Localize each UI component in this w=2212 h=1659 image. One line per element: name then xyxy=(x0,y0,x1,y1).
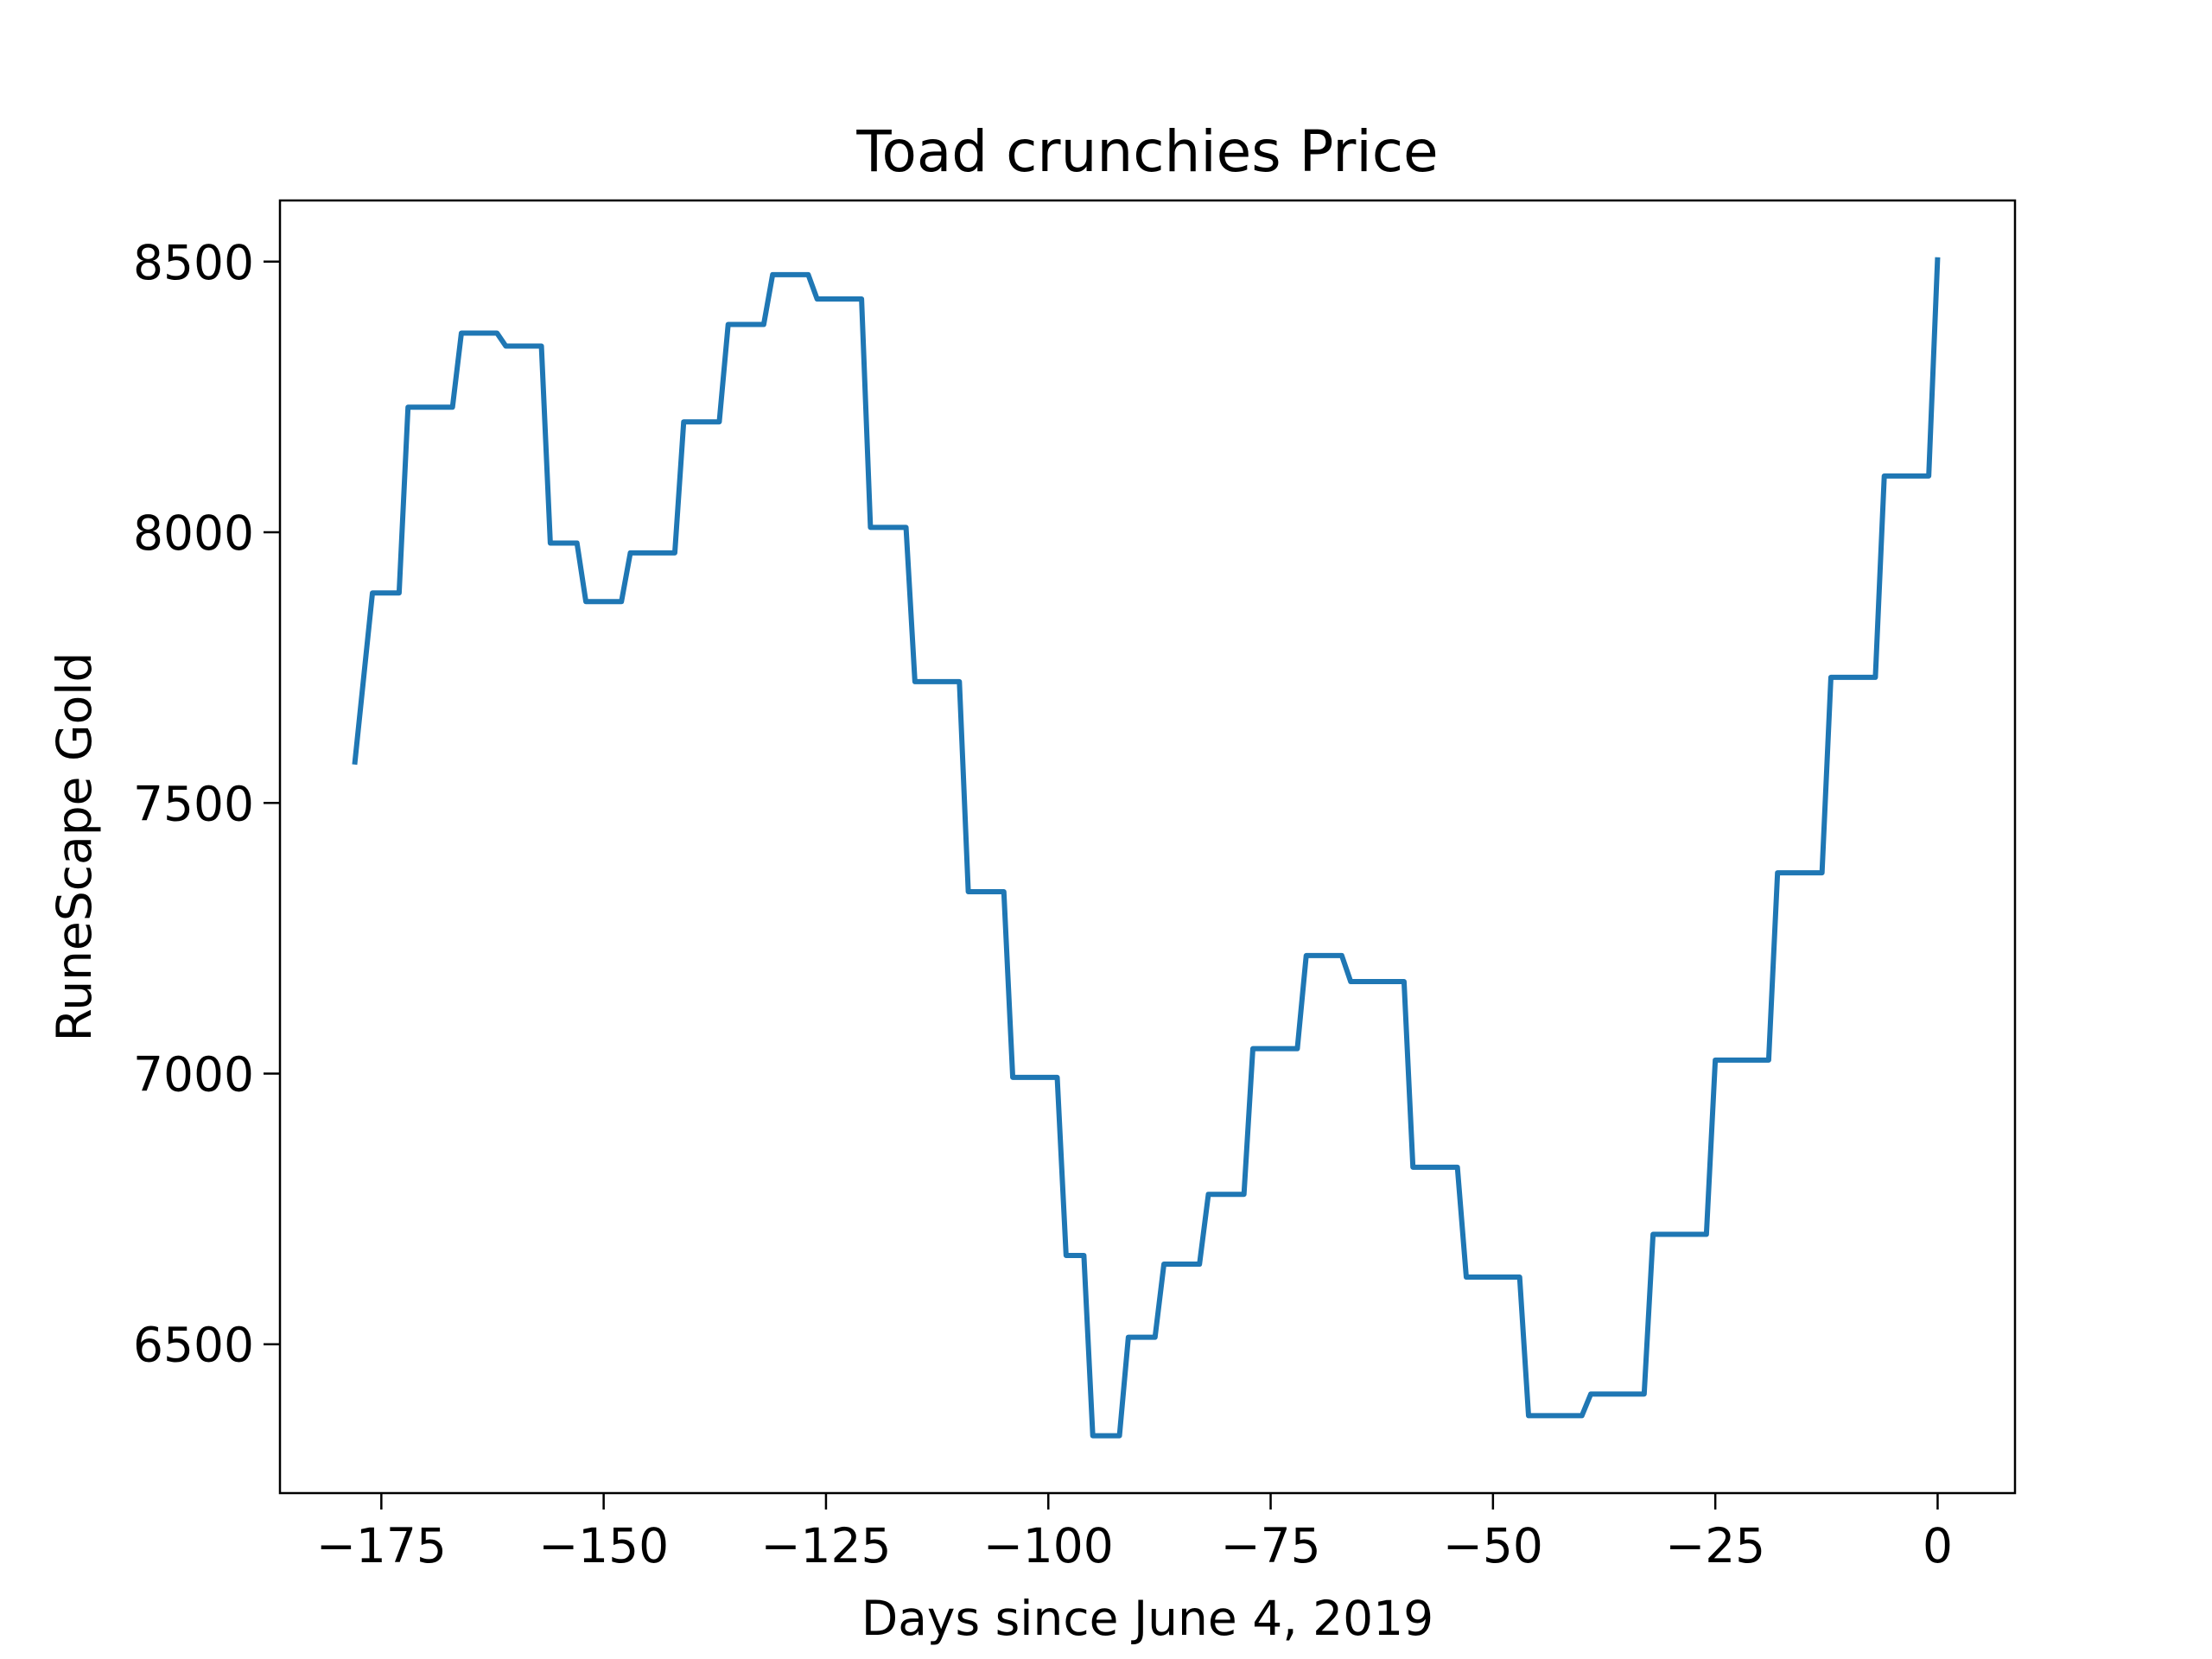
price-line xyxy=(352,257,1941,1439)
x-tick-label: −50 xyxy=(1443,1518,1543,1573)
chart-title: Toad crunchies Price xyxy=(855,118,1438,185)
y-tick-label: 7000 xyxy=(133,1046,254,1102)
x-tick-label: −75 xyxy=(1221,1518,1321,1573)
x-tick-label: −25 xyxy=(1665,1518,1765,1573)
plot-frame xyxy=(278,199,2017,1495)
x-tick-label: −100 xyxy=(983,1518,1114,1573)
x-tick-label: −125 xyxy=(760,1518,891,1573)
y-tick-label: 8000 xyxy=(133,505,254,561)
x-tick-label: −150 xyxy=(538,1518,669,1573)
y-tick-label: 8500 xyxy=(133,235,254,290)
y-axis-label: RuneScape Gold xyxy=(47,652,102,1042)
y-tick-label: 6500 xyxy=(133,1318,254,1373)
x-tick-label: −175 xyxy=(316,1518,447,1573)
x-tick-label: 0 xyxy=(1923,1518,1953,1573)
y-tick-label: 7500 xyxy=(133,776,254,831)
x-axis-label: Days since June 4, 2019 xyxy=(861,1591,1433,1646)
